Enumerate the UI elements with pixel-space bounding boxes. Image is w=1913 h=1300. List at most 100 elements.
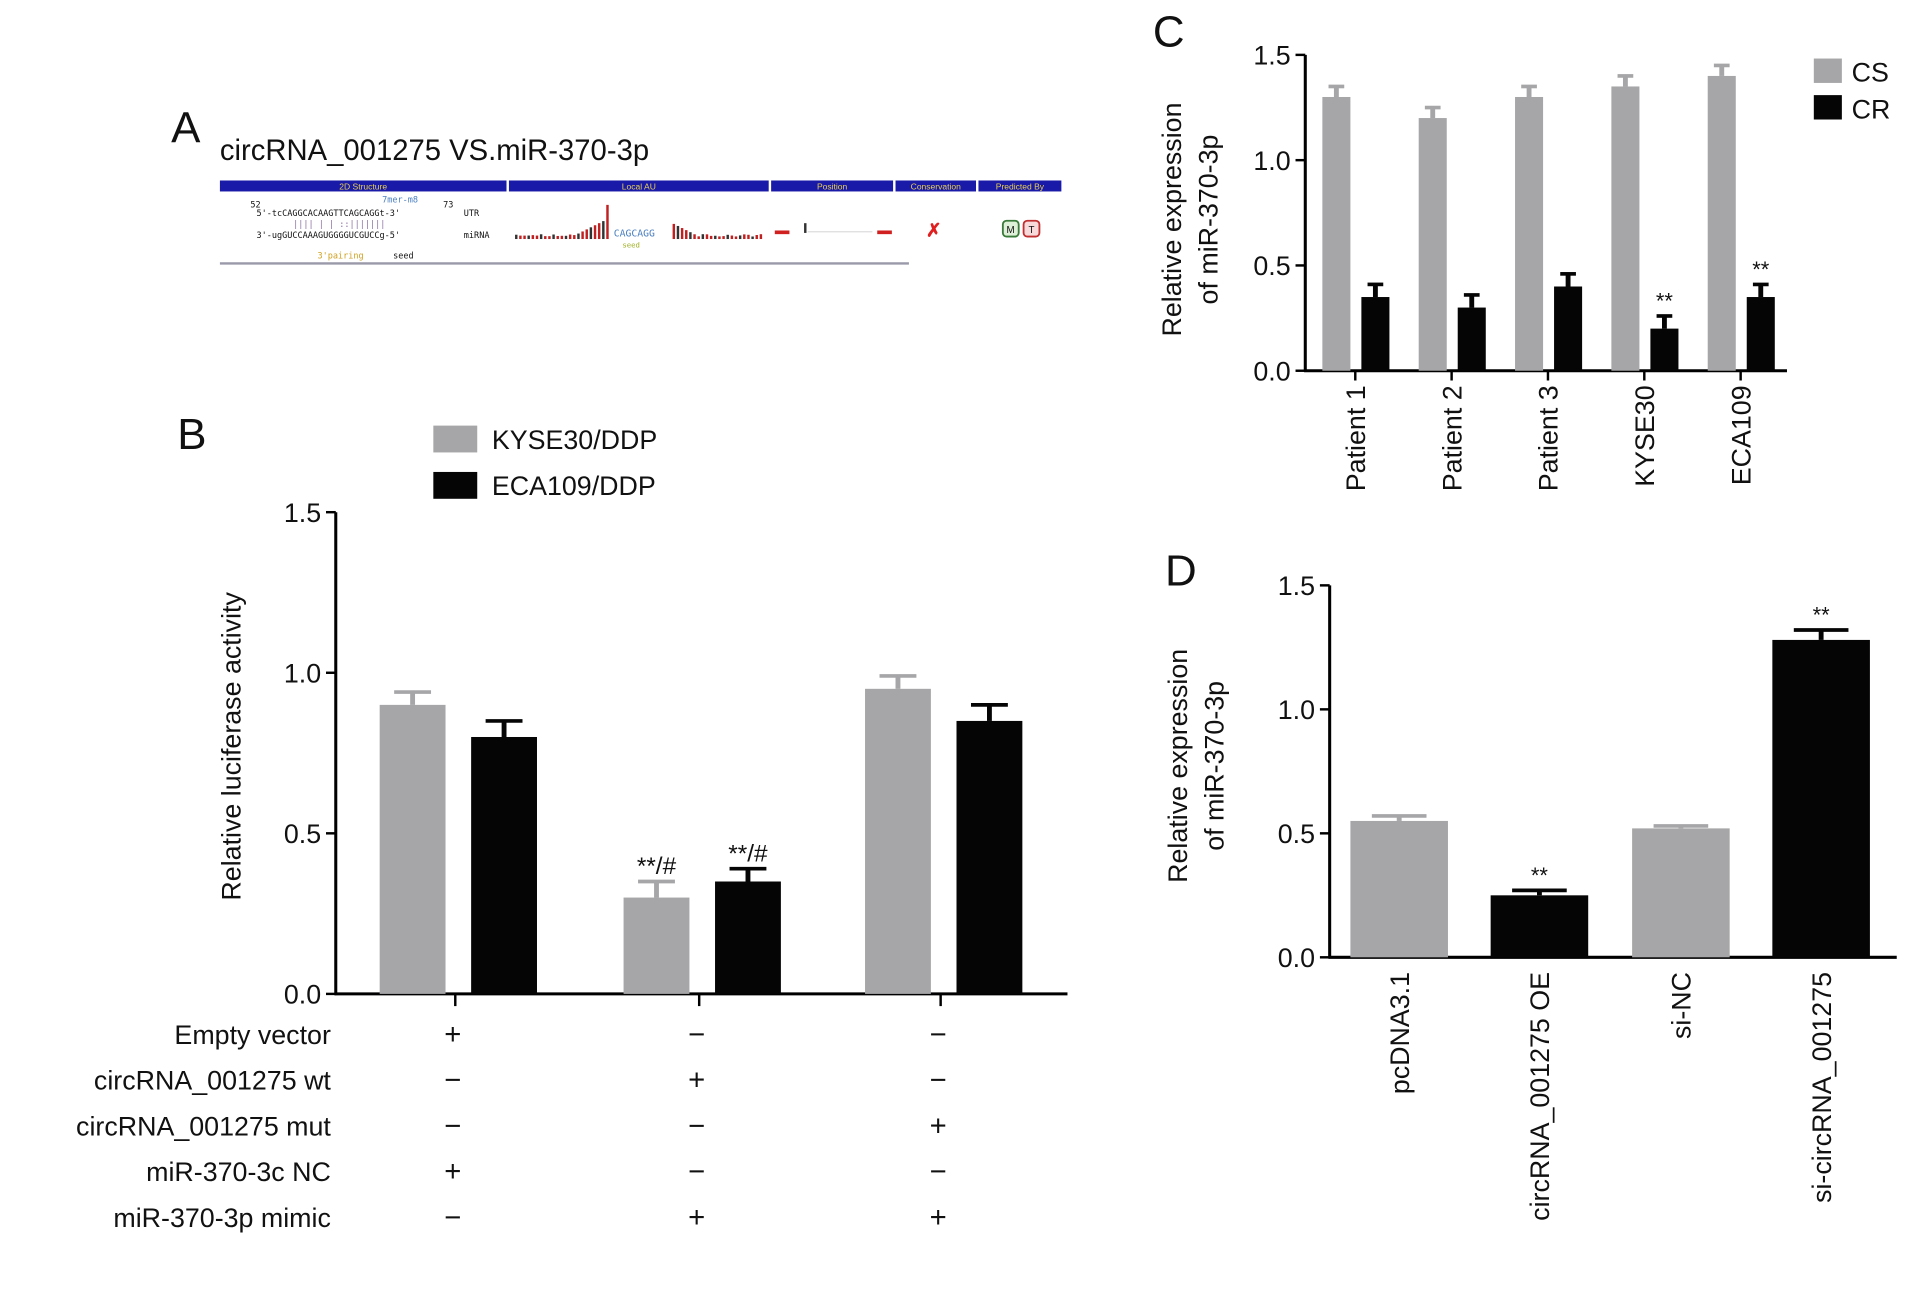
au-bar [540, 234, 542, 239]
bar [1491, 895, 1589, 957]
mirna-sequence: 3'-ugGUCCAAAGUGGGGUCGUCCg-5' [257, 231, 401, 241]
pairing-lines: |||| | | ::||||||| [293, 220, 385, 230]
au-bar [519, 236, 521, 239]
au-bar [697, 236, 699, 239]
au-bar [552, 235, 554, 240]
significance-label: ** [1656, 289, 1674, 314]
utr-sequence: 5'-tcCAGGCACAAGTTCAGCAGGt-3' [257, 209, 401, 219]
y-tick-label: 0.0 [1278, 943, 1315, 973]
x-tick-label: circRNA_001275 OE [1525, 972, 1555, 1221]
au-bar [743, 234, 745, 239]
au-bar [756, 235, 758, 239]
end-position: 73 [443, 200, 453, 210]
au-bar [577, 234, 579, 239]
bar [1554, 287, 1582, 371]
bar [1772, 640, 1870, 957]
au-bar [532, 235, 534, 239]
chart-d: 0.0 0.5 1.0 1.5 Relative expression of miR-37… [1163, 571, 1897, 1221]
au-bar [722, 236, 724, 239]
mirna-label: miRNA [464, 231, 490, 241]
au-bar [548, 236, 550, 239]
condition-value: + [688, 1202, 705, 1234]
conservation-mark: ✗ [926, 220, 941, 241]
au-bar [718, 236, 720, 239]
y-tick-label: 0.0 [284, 980, 321, 1010]
au-bar [565, 236, 567, 239]
bar [1322, 97, 1350, 371]
au-bar [561, 236, 563, 239]
y-axis-label: of miR-370-3p [1193, 135, 1223, 305]
au-bar [735, 236, 737, 239]
x-tick-label: ECA109 [1726, 385, 1756, 485]
significance-label: ** [1813, 603, 1831, 628]
condition-value: − [930, 1156, 947, 1188]
chart-b: 0.00.51.01.5Relative luciferase activity… [76, 425, 1067, 1234]
au-bar [693, 234, 695, 239]
y-tick-label: 1.0 [1278, 695, 1315, 725]
bar [1611, 86, 1639, 370]
au-bar [681, 228, 683, 239]
au-bar [598, 223, 600, 239]
au-bar [706, 234, 708, 239]
y-tick-label: 1.0 [1253, 146, 1290, 176]
condition-label: miR-370-3p mimic [113, 1203, 331, 1233]
au-bar [673, 224, 675, 239]
bar [471, 737, 537, 994]
condition-value: − [688, 1156, 705, 1188]
condition-value: − [444, 1202, 461, 1234]
bar [380, 705, 446, 994]
x-tick-label: Patient 1 [1341, 385, 1371, 491]
bar [1419, 118, 1447, 371]
bar [1515, 97, 1543, 371]
header-label: Conservation [911, 182, 961, 192]
bar [715, 882, 781, 994]
condition-value: + [930, 1202, 947, 1234]
au-bar [590, 227, 592, 239]
header-label: Predicted By [996, 182, 1045, 192]
condition-value: − [930, 1065, 947, 1097]
bar [1650, 329, 1678, 371]
x-tick-label: si-NC [1667, 972, 1697, 1039]
au-bar [581, 231, 583, 239]
au-bar [536, 236, 538, 239]
au-bar [602, 221, 604, 239]
y-axis-label: Relative luciferase activity [217, 592, 247, 901]
header-label: 2D Structure [339, 182, 387, 192]
significance-label: ** [1531, 863, 1549, 888]
au-bar [760, 234, 762, 239]
au-bar [714, 236, 716, 239]
utr-label: UTR [464, 209, 480, 219]
bar [1350, 821, 1448, 957]
y-tick-label: 0.0 [1253, 356, 1290, 386]
bar [624, 898, 690, 994]
bar [1458, 308, 1486, 371]
x-tick-label: si-circRNA_001275 [1807, 972, 1837, 1203]
au-bar [747, 235, 749, 239]
au-bar [515, 235, 517, 239]
condition-label: miR-370-3c NC [146, 1157, 331, 1187]
legend-swatch [433, 426, 477, 453]
au-bar [573, 235, 575, 239]
au-bar [523, 236, 525, 239]
au-bar [527, 236, 529, 239]
site-type: 7mer-m8 [382, 195, 418, 205]
predicted-by-m: M [1007, 225, 1015, 236]
au-bar [751, 236, 753, 239]
x-tick-label: pcDNA3.1 [1385, 972, 1415, 1094]
au-bar [727, 235, 729, 239]
y-tick-label: 0.5 [1253, 251, 1290, 281]
condition-label: circRNA_001275 mut [76, 1111, 331, 1141]
chart-c: 0.0 0.5 1.0 1.5 Relative expression of miR-37… [1157, 41, 1890, 492]
panel-a: A circRNA_001275 VS.miR-370-3p 2D Struct… [171, 104, 1061, 264]
y-tick-label: 1.5 [1278, 571, 1315, 601]
bar [1747, 297, 1775, 371]
panel-letter-a: A [171, 104, 201, 153]
au-seed-label: seed [622, 241, 640, 250]
y-axis-label: Relative expression [1163, 649, 1193, 883]
legend-label: KYSE30/DDP [492, 425, 657, 455]
au-bar [557, 236, 559, 239]
position-marker-left [775, 230, 790, 234]
condition-value: − [930, 1019, 947, 1051]
condition-value: + [444, 1019, 461, 1051]
